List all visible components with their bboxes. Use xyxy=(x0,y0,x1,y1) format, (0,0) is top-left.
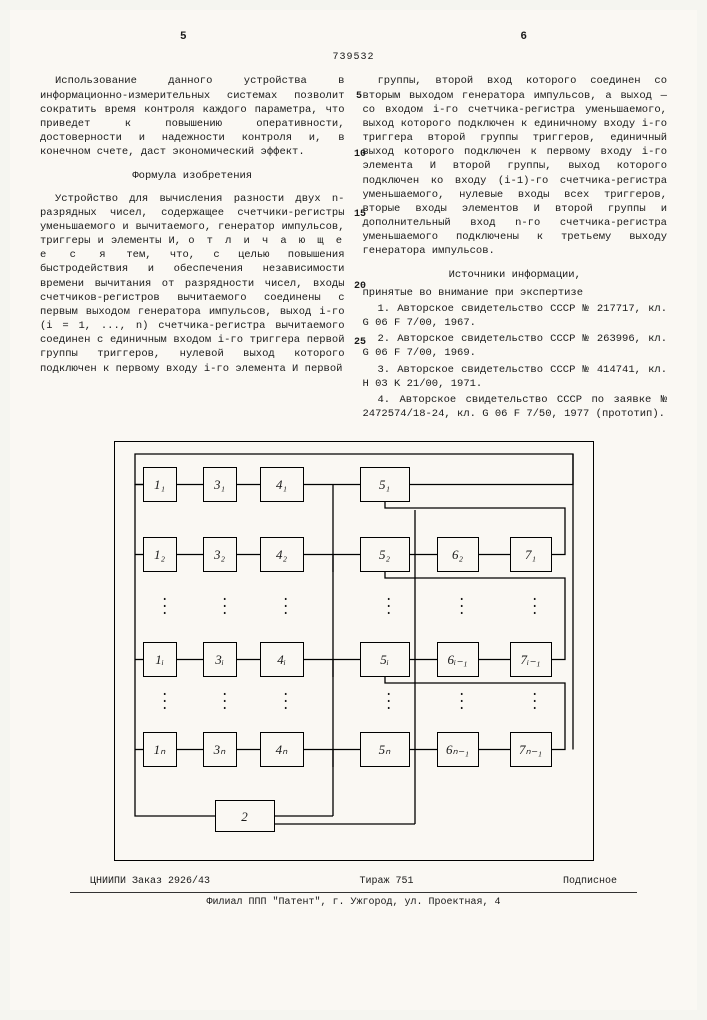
reference-3: 3. Авторское свидетельство СССР № 414741… xyxy=(363,363,668,391)
right-column: группы, второй вход которого соединен со… xyxy=(363,74,668,423)
footer-rule xyxy=(70,892,637,893)
sources-heading: Источники информации, xyxy=(363,268,668,282)
diagram-block: 7ₙ₋₁ xyxy=(510,732,552,767)
footer-line-1: ЦНИИПИ Заказ 2926/43 Тираж 751 Подписное xyxy=(40,875,667,889)
margin-num-10: 10 xyxy=(354,148,366,162)
page-num-right: 6 xyxy=(520,30,527,45)
diagram-block: 5ₙ xyxy=(360,732,410,767)
ellipsis-icon: · · · xyxy=(161,692,169,713)
diagram-container: 1₁ 3₁ 4₁ 5₁ 1₂ 3₂ 4₂ 5₂ 6₂ 7₁ 1ᵢ 3ᵢ 4ᵢ 5ᵢ 6ᵢ₋₁ 7ᵢ₋₁ 1ₙ 3ₙ… xyxy=(40,441,667,861)
diagram-block: 5₁ xyxy=(360,467,410,502)
diagram-block: 5₂ xyxy=(360,537,410,572)
ellipsis-icon: · · · xyxy=(282,597,290,618)
patent-page: 5 6 739532 5 10 15 20 25 Использование д… xyxy=(10,10,697,1010)
ellipsis-icon: · · · xyxy=(385,597,393,618)
left-column: Использование данного устройства в инфор… xyxy=(40,74,345,423)
diagram-block: 3ᵢ xyxy=(203,642,237,677)
diagram-block: 2 xyxy=(215,800,275,832)
diagram-block: 6ₙ₋₁ xyxy=(437,732,479,767)
patent-number: 739532 xyxy=(40,51,667,65)
reference-4: 4. Авторское свидетельство СССР по заявк… xyxy=(363,393,668,421)
text-columns: Использование данного устройства в инфор… xyxy=(40,74,667,423)
page-num-left: 5 xyxy=(180,30,187,45)
claim-continuation: группы, второй вход которого соединен со… xyxy=(363,74,668,258)
diagram-block: 1ₙ xyxy=(143,732,177,767)
reference-2: 2. Авторское свидетельство СССР № 263996… xyxy=(363,332,668,360)
diagram-block: 1₁ xyxy=(143,467,177,502)
diagram-block: 4ₙ xyxy=(260,732,304,767)
diagram-block: 4₂ xyxy=(260,537,304,572)
diagram-block: 6ᵢ₋₁ xyxy=(437,642,479,677)
ellipsis-icon: · · · xyxy=(531,597,539,618)
ellipsis-icon: · · · xyxy=(221,692,229,713)
ellipsis-icon: · · · xyxy=(161,597,169,618)
diagram-block: 4₁ xyxy=(260,467,304,502)
diagram-block: 4ᵢ xyxy=(260,642,304,677)
page-number-row: 5 6 xyxy=(40,30,667,45)
diagram-block: 3₂ xyxy=(203,537,237,572)
intro-paragraph: Использование данного устройства в инфор… xyxy=(40,74,345,159)
margin-num-20: 20 xyxy=(354,280,366,294)
block-diagram: 1₁ 3₁ 4₁ 5₁ 1₂ 3₂ 4₂ 5₂ 6₂ 7₁ 1ᵢ 3ᵢ 4ᵢ 5ᵢ 6ᵢ₋₁ 7ᵢ₋₁ 1ₙ 3ₙ… xyxy=(114,441,594,861)
ellipsis-icon: · · · xyxy=(385,692,393,713)
diagram-block: 1₂ xyxy=(143,537,177,572)
ellipsis-icon: · · · xyxy=(531,692,539,713)
sources-subheading: принятые во внимание при экспертизе xyxy=(363,286,668,300)
margin-num-25: 25 xyxy=(354,336,366,350)
reference-1: 1. Авторское свидетельство СССР № 217717… xyxy=(363,302,668,330)
ellipsis-icon: · · · xyxy=(282,692,290,713)
margin-num-15: 15 xyxy=(354,208,366,222)
ellipsis-icon: · · · xyxy=(458,692,466,713)
claim-paragraph: Устройство для вычисления разности двух … xyxy=(40,192,345,376)
footer-sub: Подписное xyxy=(563,875,617,889)
diagram-block: 3₁ xyxy=(203,467,237,502)
diagram-block: 1ᵢ xyxy=(143,642,177,677)
diagram-block: 6₂ xyxy=(437,537,479,572)
footer-order: ЦНИИПИ Заказ 2926/43 xyxy=(90,875,210,889)
page-footer: ЦНИИПИ Заказ 2926/43 Тираж 751 Подписное… xyxy=(40,875,667,909)
formula-heading: Формула изобретения xyxy=(40,169,345,183)
footer-address: Филиал ППП "Патент", г. Ужгород, ул. Про… xyxy=(40,896,667,910)
margin-num-5: 5 xyxy=(356,90,362,104)
diagram-block: 5ᵢ xyxy=(360,642,410,677)
diagram-block: 7₁ xyxy=(510,537,552,572)
ellipsis-icon: · · · xyxy=(221,597,229,618)
diagram-block: 7ᵢ₋₁ xyxy=(510,642,552,677)
diagram-block: 3ₙ xyxy=(203,732,237,767)
footer-tirage: Тираж 751 xyxy=(360,875,414,889)
ellipsis-icon: · · · xyxy=(458,597,466,618)
